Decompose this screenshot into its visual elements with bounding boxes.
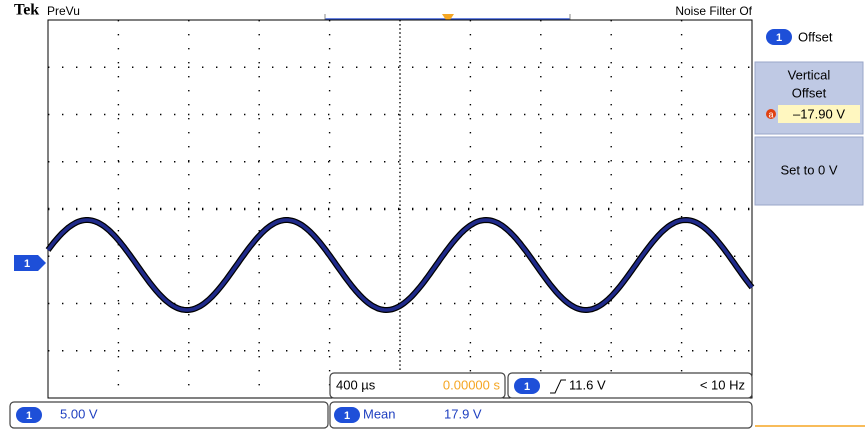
timebase-box [329,372,506,399]
menu-channel: 1 [776,32,782,44]
measurement-value: 17.9 V [444,406,482,421]
menu-label: Set to 0 V [780,162,837,177]
vertical-scale: 5.00 V [60,406,98,421]
menu-item[interactable] [754,136,864,206]
grid [48,20,752,398]
menu-badge [766,29,792,45]
measurement-name: Mean [363,406,396,421]
vertical-channel: 1 [26,410,32,422]
noise-filter: Noise Filter Of [675,4,752,18]
menu-value: –17.90 V [793,106,845,121]
menu-title: Offset [798,29,833,44]
vertical-box [9,401,329,429]
channel-marker-label: 1 [24,258,30,270]
menu-label: Offset [792,85,827,100]
measurement-box [329,401,753,429]
slope-icon [550,379,566,394]
knob-icon [766,109,776,119]
menu-label: Vertical [788,67,831,82]
trigger-box [507,372,753,399]
value-field [778,105,860,123]
trigger-frequency: < 10 Hz [700,377,745,392]
trigger-channel: 1 [524,381,530,393]
channel-marker: 1 [14,255,46,271]
trigger-level: 11.6 V [569,377,606,392]
mode: PreVu [47,4,80,18]
measurement-channel: 1 [344,410,350,422]
knob-marker: a [768,109,773,119]
timebase-position: 0.00000 s [443,377,501,392]
waveform [46,218,754,312]
measurement-badge [334,407,360,423]
brand: Tek [14,2,39,19]
timebase-scale: 400 µs [336,377,376,392]
vertical-badge [16,407,42,423]
trigger-badge [514,378,540,394]
